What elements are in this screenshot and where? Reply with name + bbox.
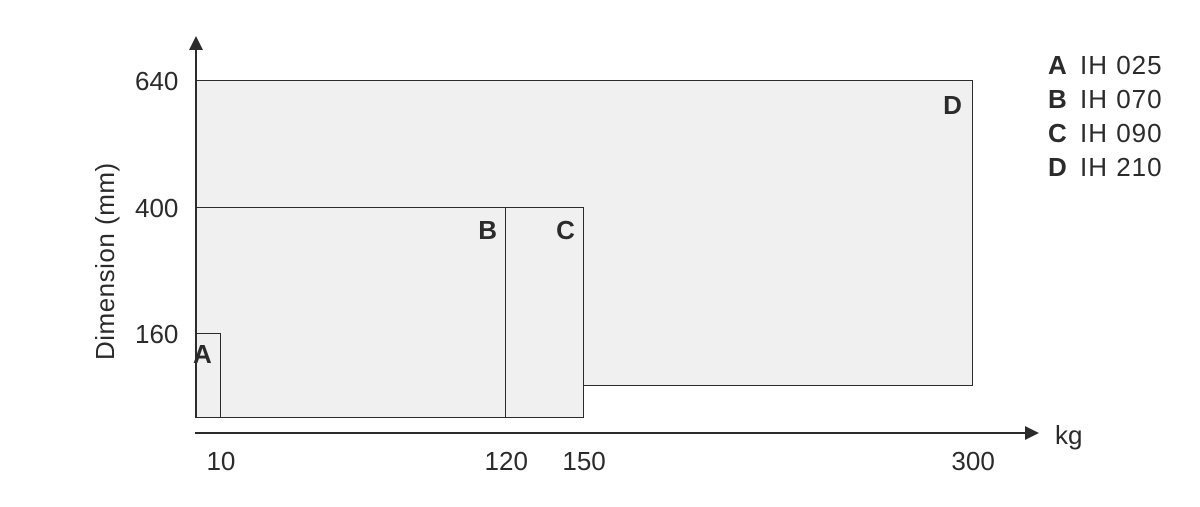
legend-key-c: C — [1048, 116, 1080, 150]
legend-row-b: B IH 070 — [1048, 82, 1163, 116]
legend-row-c: C IH 090 — [1048, 116, 1163, 150]
x-tick-150: 150 — [562, 446, 605, 477]
y-axis-line — [195, 42, 197, 418]
x-axis-line — [195, 432, 1025, 434]
legend-label-a: IH 025 — [1080, 48, 1163, 82]
legend-key-b: B — [1048, 82, 1080, 116]
x-tick-120: 120 — [485, 446, 528, 477]
y-tick-640: 640 — [135, 66, 178, 97]
plot-area: A B C D — [195, 48, 1025, 418]
x-tick-10: 10 — [206, 446, 235, 477]
legend-key-a: A — [1048, 48, 1080, 82]
legend-label-b: IH 070 — [1080, 82, 1163, 116]
legend-key-d: D — [1048, 150, 1080, 184]
legend-label-c: IH 090 — [1080, 116, 1163, 150]
legend-row-d: D IH 210 — [1048, 150, 1163, 184]
region-label-b: B — [478, 215, 497, 246]
region-label-c: C — [556, 215, 575, 246]
legend-label-d: IH 210 — [1080, 150, 1163, 184]
chart-stage: Dimension (mm) A B C D 160 400 640 10 12… — [0, 0, 1200, 507]
y-axis-arrow — [189, 36, 203, 50]
x-axis-unit: kg — [1055, 420, 1082, 451]
y-tick-400: 400 — [135, 193, 178, 224]
y-axis-title: Dimension (mm) — [90, 162, 121, 360]
region-label-d: D — [943, 90, 962, 121]
x-tick-300: 300 — [951, 446, 994, 477]
region-b — [195, 207, 506, 418]
y-tick-160: 160 — [135, 319, 178, 350]
legend: A IH 025 B IH 070 C IH 090 D IH 210 — [1048, 48, 1163, 184]
legend-row-a: A IH 025 — [1048, 48, 1163, 82]
x-axis-arrow — [1025, 426, 1039, 440]
